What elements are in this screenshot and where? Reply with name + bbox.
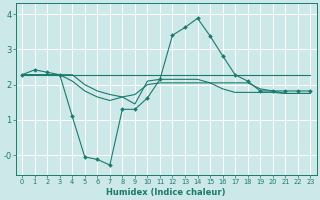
X-axis label: Humidex (Indice chaleur): Humidex (Indice chaleur) [107, 188, 226, 197]
